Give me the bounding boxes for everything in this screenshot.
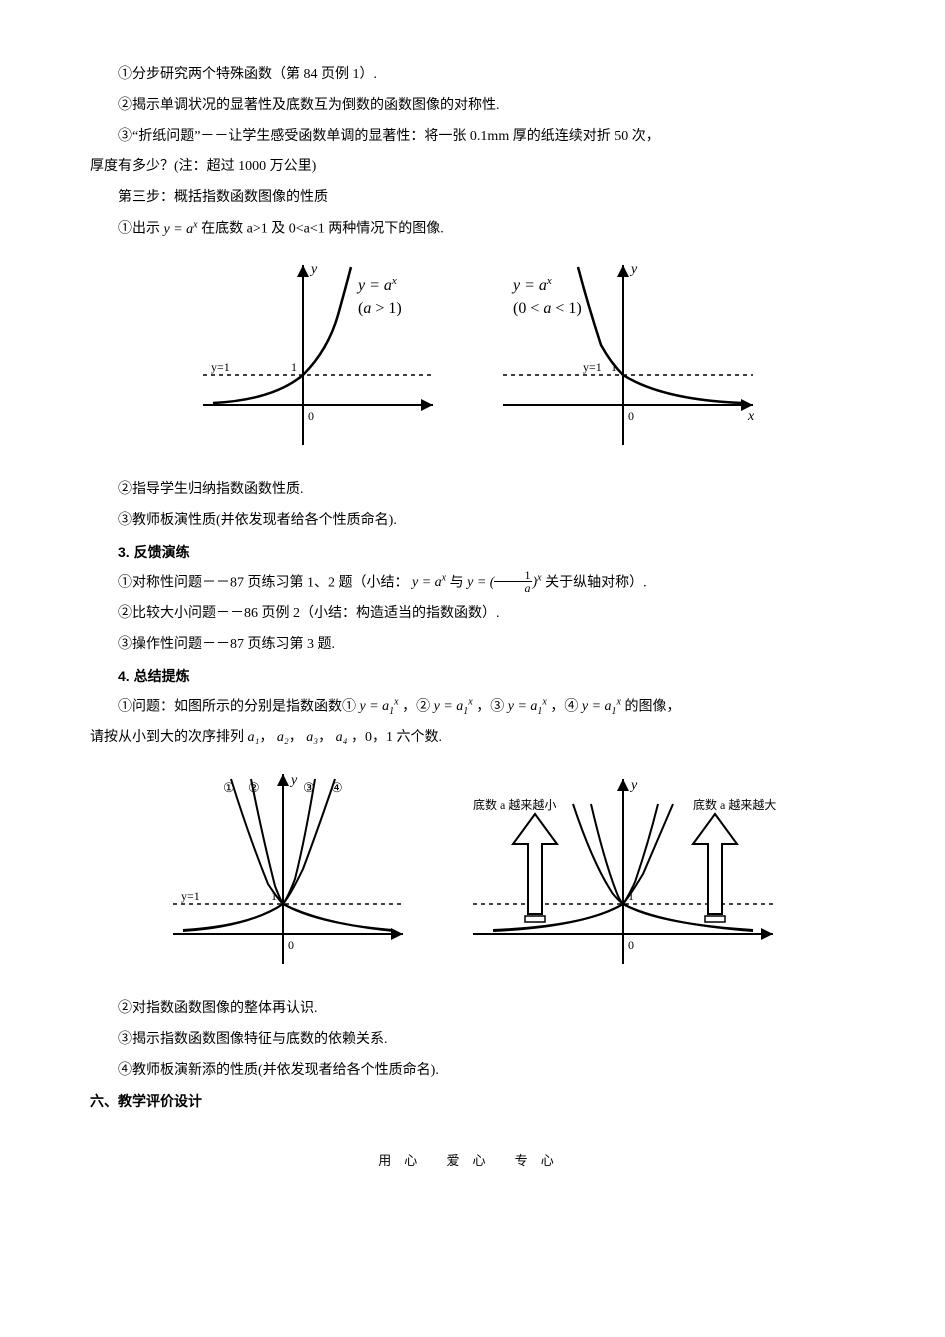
para-12: 请按从小到大的次序排列 a₁， a₂， a₃， a₄ ，0，1 六个数. (90, 723, 855, 754)
para-11: ①问题：如图所示的分别是指数函数① y = a1x ，② y = a1x ，③ … (90, 692, 855, 723)
graph-four-curves: ① ② ③ ④ y y=1 1 0 (153, 764, 413, 974)
text: 的图像， (625, 699, 681, 714)
eq-label: y = ax (356, 275, 397, 294)
tick-1: 1 (611, 360, 617, 374)
equation: y = a1x (434, 699, 473, 714)
heading-3: 3. 反馈演练 (90, 537, 855, 568)
para-2: ②揭示单调状况的显著性及底数互为倒数的函数图像的对称性. (90, 91, 855, 122)
text: 关于纵轴对称）. (545, 575, 647, 590)
para-5: ①出示 y = ax 在底数 a>1 及 0<a<1 两种情况下的图像. (90, 214, 855, 245)
figure-row-1: y y = ax (a > 1) y=1 1 0 y x y = ax (0 <… (90, 255, 855, 455)
left-arrow-label: 底数 a 越来越小 (473, 797, 556, 812)
var: a₁ (248, 730, 260, 745)
var: a₂ (277, 730, 289, 745)
origin: 0 (628, 409, 634, 423)
text: ，③ (476, 699, 504, 714)
heading-section-6: 六、教学评价设计 (90, 1086, 855, 1117)
eq-label: y = ax (511, 275, 552, 294)
text: ，0，1 六个数. (351, 730, 442, 745)
text: 在底数 a>1 及 0<a<1 两种情况下的图像. (201, 222, 444, 237)
y1-label: y=1 (583, 360, 602, 374)
origin: 0 (308, 409, 314, 423)
y-axis-label: y (629, 262, 638, 277)
origin: 0 (288, 938, 294, 952)
para-1: ①分步研究两个特殊函数（第 84 页例 1）. (90, 60, 855, 91)
text: ，④ (550, 699, 578, 714)
cond-label: (a > 1) (358, 300, 402, 317)
para-15: ④教师板演新添的性质(并依发现者给各个性质命名). (90, 1056, 855, 1087)
equation: y = (1a)x (467, 575, 545, 590)
graph-a-gt-1: y y = ax (a > 1) y=1 1 0 (183, 255, 443, 455)
tick-1: 1 (291, 360, 297, 374)
para-9: ②比较大小问题－－86 页例 2（小结：构造适当的指数函数）. (90, 599, 855, 630)
text: ，② (402, 699, 430, 714)
y-axis-label: y (289, 773, 298, 788)
para-3b: 厚度有多少？(注：超过 1000 万公里) (90, 152, 855, 183)
para-13: ②对指数函数图像的整体再认识. (90, 994, 855, 1025)
text: 请按从小到大的次序排列 (90, 730, 248, 745)
equation: y = a1x (508, 699, 547, 714)
para-4: 第三步：概括指数函数图像的性质 (90, 183, 855, 214)
y-axis-label: y (629, 778, 638, 793)
y-axis-label: y (309, 262, 318, 277)
tick-1: 1 (271, 889, 277, 903)
arrow-right-icon (693, 814, 737, 922)
text: ①问题：如图所示的分别是指数函数① (118, 699, 356, 714)
equation: y = ax (412, 575, 446, 590)
equation: y = ax (164, 222, 198, 237)
text: ①对称性问题－－87 页练习第 1、2 题（小结： (118, 575, 409, 590)
para-3a: ③“折纸问题”－－让学生感受函数单调的显著性：将一张 0.1mm 厚的纸连续对折… (90, 122, 855, 153)
graph-a-lt-1: y x y = ax (0 < a < 1) y=1 1 0 (483, 255, 763, 455)
page-footer: 用心 爱心 专心 (90, 1147, 855, 1176)
curve-label-3: ③ (303, 780, 315, 795)
para-6: ②指导学生归纳指数函数性质. (90, 475, 855, 506)
equation: y = a1x (582, 699, 621, 714)
curve-label-2: ② (248, 780, 260, 795)
var: a₄ (336, 730, 348, 745)
equation: y = a1x (360, 699, 399, 714)
arrow-left-icon (513, 814, 557, 922)
x-axis-label: x (747, 409, 755, 424)
text: 与 (450, 575, 464, 590)
text: ①出示 (118, 222, 160, 237)
right-arrow-label: 底数 a 越来越大 (693, 797, 776, 812)
y1-label: y=1 (181, 889, 200, 903)
curve-label-4: ④ (331, 780, 343, 795)
heading-4: 4. 总结提炼 (90, 661, 855, 692)
figure-row-2: ① ② ③ ④ y y=1 1 0 y 底数 a 越来越 (90, 764, 855, 974)
origin: 0 (628, 938, 634, 952)
tick-1: 1 (628, 889, 634, 903)
para-7: ③教师板演性质(并依发现者给各个性质命名). (90, 506, 855, 537)
para-14: ③揭示指数函数图像特征与底数的依赖关系. (90, 1025, 855, 1056)
para-8: ①对称性问题－－87 页练习第 1、2 题（小结： y = ax 与 y = (… (90, 568, 855, 599)
var: a₃ (306, 730, 318, 745)
curve-label-1: ① (223, 780, 235, 795)
para-10: ③操作性问题－－87 页练习第 3 题. (90, 630, 855, 661)
y1-label: y=1 (211, 360, 230, 374)
graph-base-arrows: y 底数 a 越来越小 底数 a 越来越大 1 0 (453, 764, 793, 974)
cond-label: (0 < a < 1) (513, 300, 582, 317)
